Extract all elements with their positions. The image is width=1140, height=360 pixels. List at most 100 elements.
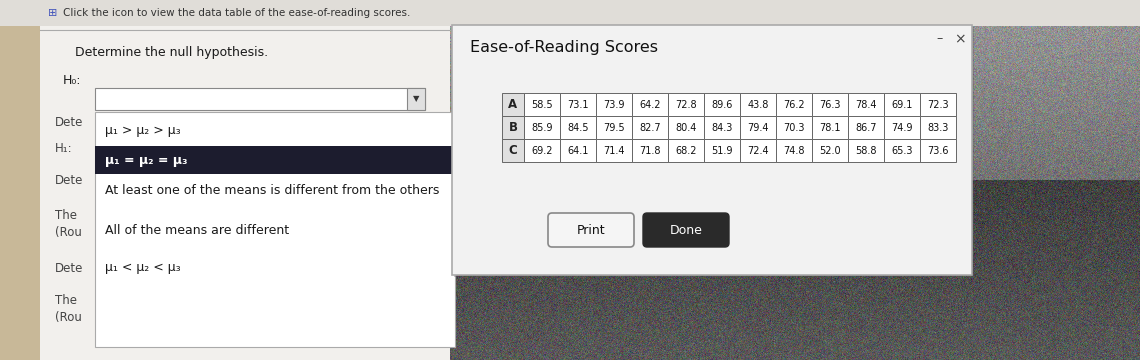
Bar xyxy=(668,116,705,139)
Text: 78.4: 78.4 xyxy=(855,99,877,109)
Bar xyxy=(95,88,425,110)
Text: 79.4: 79.4 xyxy=(747,122,768,132)
Text: 76.2: 76.2 xyxy=(783,99,805,109)
Bar xyxy=(95,146,455,174)
Text: 70.3: 70.3 xyxy=(783,122,805,132)
Text: Determine the null hypothesis.: Determine the null hypothesis. xyxy=(75,45,268,59)
Bar xyxy=(668,93,705,116)
Bar xyxy=(95,112,455,347)
Bar xyxy=(705,93,740,116)
Text: 84.5: 84.5 xyxy=(568,122,588,132)
Text: At least one of the means is different from the others: At least one of the means is different f… xyxy=(105,184,439,197)
Text: 74.8: 74.8 xyxy=(783,145,805,156)
Bar xyxy=(632,93,668,116)
Bar xyxy=(668,139,705,162)
Bar xyxy=(920,139,956,162)
Text: Print: Print xyxy=(577,224,605,237)
Text: Dete: Dete xyxy=(55,116,83,129)
Text: 64.2: 64.2 xyxy=(640,99,661,109)
Text: 76.3: 76.3 xyxy=(820,99,841,109)
Text: 78.1: 78.1 xyxy=(820,122,841,132)
Text: Done: Done xyxy=(669,224,702,237)
Bar xyxy=(0,0,40,360)
Bar xyxy=(740,116,776,139)
Text: ⊞: ⊞ xyxy=(48,8,57,18)
Text: H₁:: H₁: xyxy=(55,141,73,154)
Bar xyxy=(502,139,524,162)
Text: The: The xyxy=(55,208,78,221)
Text: 72.3: 72.3 xyxy=(927,99,948,109)
Bar xyxy=(848,139,884,162)
Bar xyxy=(920,93,956,116)
Bar xyxy=(884,139,920,162)
Text: 89.6: 89.6 xyxy=(711,99,733,109)
Bar xyxy=(920,116,956,139)
Bar xyxy=(524,139,560,162)
Bar xyxy=(451,25,972,275)
Bar xyxy=(776,139,812,162)
Text: 72.8: 72.8 xyxy=(675,99,697,109)
Text: All of the means are different: All of the means are different xyxy=(105,224,290,237)
Bar xyxy=(0,0,450,360)
Text: Dete: Dete xyxy=(55,174,83,186)
Bar xyxy=(596,93,632,116)
Text: 83.3: 83.3 xyxy=(927,122,948,132)
Text: 71.4: 71.4 xyxy=(603,145,625,156)
Text: B: B xyxy=(508,121,518,134)
Text: 58.8: 58.8 xyxy=(855,145,877,156)
Bar xyxy=(502,116,524,139)
Bar xyxy=(524,116,560,139)
Text: –: – xyxy=(937,32,943,45)
Text: μ₁ = μ₂ = μ₃: μ₁ = μ₂ = μ₃ xyxy=(105,153,187,166)
Text: μ₁ > μ₂ > μ₃: μ₁ > μ₂ > μ₃ xyxy=(105,123,180,136)
Bar xyxy=(848,93,884,116)
Bar xyxy=(560,139,596,162)
Bar xyxy=(524,93,560,116)
Bar xyxy=(502,93,524,116)
Bar xyxy=(596,139,632,162)
Bar xyxy=(0,0,1140,26)
Bar xyxy=(705,139,740,162)
Text: 82.7: 82.7 xyxy=(640,122,661,132)
Bar xyxy=(776,93,812,116)
Text: 65.3: 65.3 xyxy=(891,145,913,156)
Text: C: C xyxy=(508,144,518,157)
Bar xyxy=(848,116,884,139)
Text: 73.9: 73.9 xyxy=(603,99,625,109)
Bar xyxy=(407,88,425,110)
Bar xyxy=(632,116,668,139)
FancyBboxPatch shape xyxy=(548,213,634,247)
Text: 58.5: 58.5 xyxy=(531,99,553,109)
Bar xyxy=(812,116,848,139)
Text: 43.8: 43.8 xyxy=(748,99,768,109)
Text: H₀:: H₀: xyxy=(63,73,81,86)
Bar xyxy=(560,116,596,139)
Text: ▼: ▼ xyxy=(413,95,420,104)
Text: 69.1: 69.1 xyxy=(891,99,913,109)
Text: (Rou: (Rou xyxy=(55,225,82,239)
Bar xyxy=(740,139,776,162)
Bar xyxy=(560,93,596,116)
Text: 80.4: 80.4 xyxy=(675,122,697,132)
Text: 51.9: 51.9 xyxy=(711,145,733,156)
Text: 64.1: 64.1 xyxy=(568,145,588,156)
Text: Ease-of-Reading Scores: Ease-of-Reading Scores xyxy=(470,40,658,54)
Text: The: The xyxy=(55,293,78,306)
Text: 71.8: 71.8 xyxy=(640,145,661,156)
Text: A: A xyxy=(508,98,518,111)
Text: 74.9: 74.9 xyxy=(891,122,913,132)
Text: ×: × xyxy=(954,32,966,46)
Bar xyxy=(454,27,974,277)
Text: 85.9: 85.9 xyxy=(531,122,553,132)
Text: 73.6: 73.6 xyxy=(927,145,948,156)
Text: (Rou: (Rou xyxy=(55,311,82,324)
Text: 79.5: 79.5 xyxy=(603,122,625,132)
Bar xyxy=(632,139,668,162)
Bar xyxy=(705,116,740,139)
Bar xyxy=(812,139,848,162)
Text: μ₁ < μ₂ < μ₃: μ₁ < μ₂ < μ₃ xyxy=(105,261,180,274)
Text: Click the icon to view the data table of the ease-of-reading scores.: Click the icon to view the data table of… xyxy=(63,8,410,18)
Text: 84.3: 84.3 xyxy=(711,122,733,132)
Text: 86.7: 86.7 xyxy=(855,122,877,132)
Text: 72.4: 72.4 xyxy=(747,145,768,156)
